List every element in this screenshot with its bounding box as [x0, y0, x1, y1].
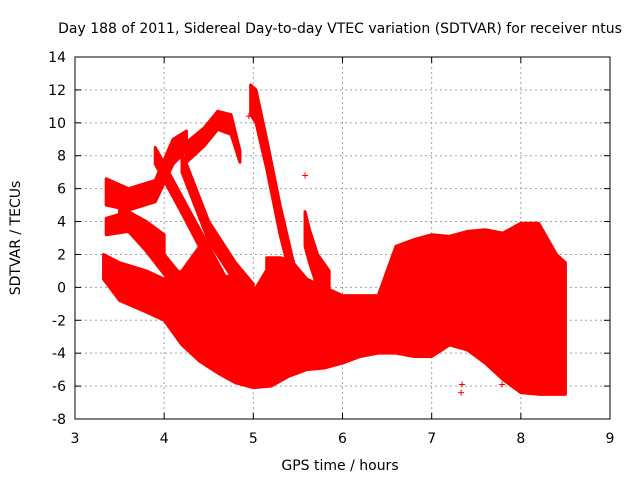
data-band-5	[153, 146, 229, 301]
y-tick-label: 4	[57, 215, 66, 231]
plus-marker	[499, 381, 506, 388]
data-band-8	[303, 210, 331, 298]
data-band-3	[184, 109, 242, 164]
x-tick-label: 6	[338, 431, 347, 447]
axes: 3 4 5 6 7 8 9 -8 -6 -4 -2 0 2 4 6 8 10 12 14	[48, 50, 614, 447]
plus-marker	[506, 376, 513, 383]
plot-area	[102, 83, 567, 396]
plus-marker	[245, 113, 252, 120]
y-tick-label: 2	[57, 247, 66, 263]
x-axis-label: GPS time / hours	[281, 458, 398, 474]
x-tick-label: 3	[71, 431, 80, 447]
data-band-6	[118, 203, 193, 309]
plus-marker	[498, 358, 505, 365]
data-band-4	[180, 150, 255, 306]
y-tick-label: 14	[48, 50, 66, 66]
x-tick-label: 5	[249, 431, 258, 447]
y-tick-label: 8	[57, 149, 66, 165]
plus-marker	[458, 389, 465, 396]
y-tick-label: -2	[52, 313, 66, 329]
y-tick-label: 6	[57, 182, 66, 198]
chart-title: Day 188 of 2011, Sidereal Day-to-day VTE…	[58, 21, 622, 37]
x-tick-label: 9	[606, 431, 615, 447]
y-tick-label: -6	[52, 379, 66, 395]
y-tick-label: -4	[52, 346, 66, 362]
data-band-9	[265, 256, 295, 283]
y-tick-label: -8	[52, 412, 66, 428]
y-tick-label: 12	[48, 83, 66, 99]
x-tick-label: 8	[516, 431, 525, 447]
y-tick-label: 0	[57, 280, 66, 296]
plus-marker	[500, 363, 506, 370]
data-band-7	[249, 83, 302, 306]
x-tick-label: 7	[427, 431, 436, 447]
data-band-0	[102, 221, 567, 396]
scatter-markers	[245, 113, 513, 396]
plus-marker	[302, 172, 309, 179]
plus-marker	[458, 381, 465, 388]
x-tick-label: 4	[160, 431, 169, 447]
y-tick-label: 10	[48, 116, 66, 132]
y-axis-label: SDTVAR / TECUs	[8, 181, 24, 296]
